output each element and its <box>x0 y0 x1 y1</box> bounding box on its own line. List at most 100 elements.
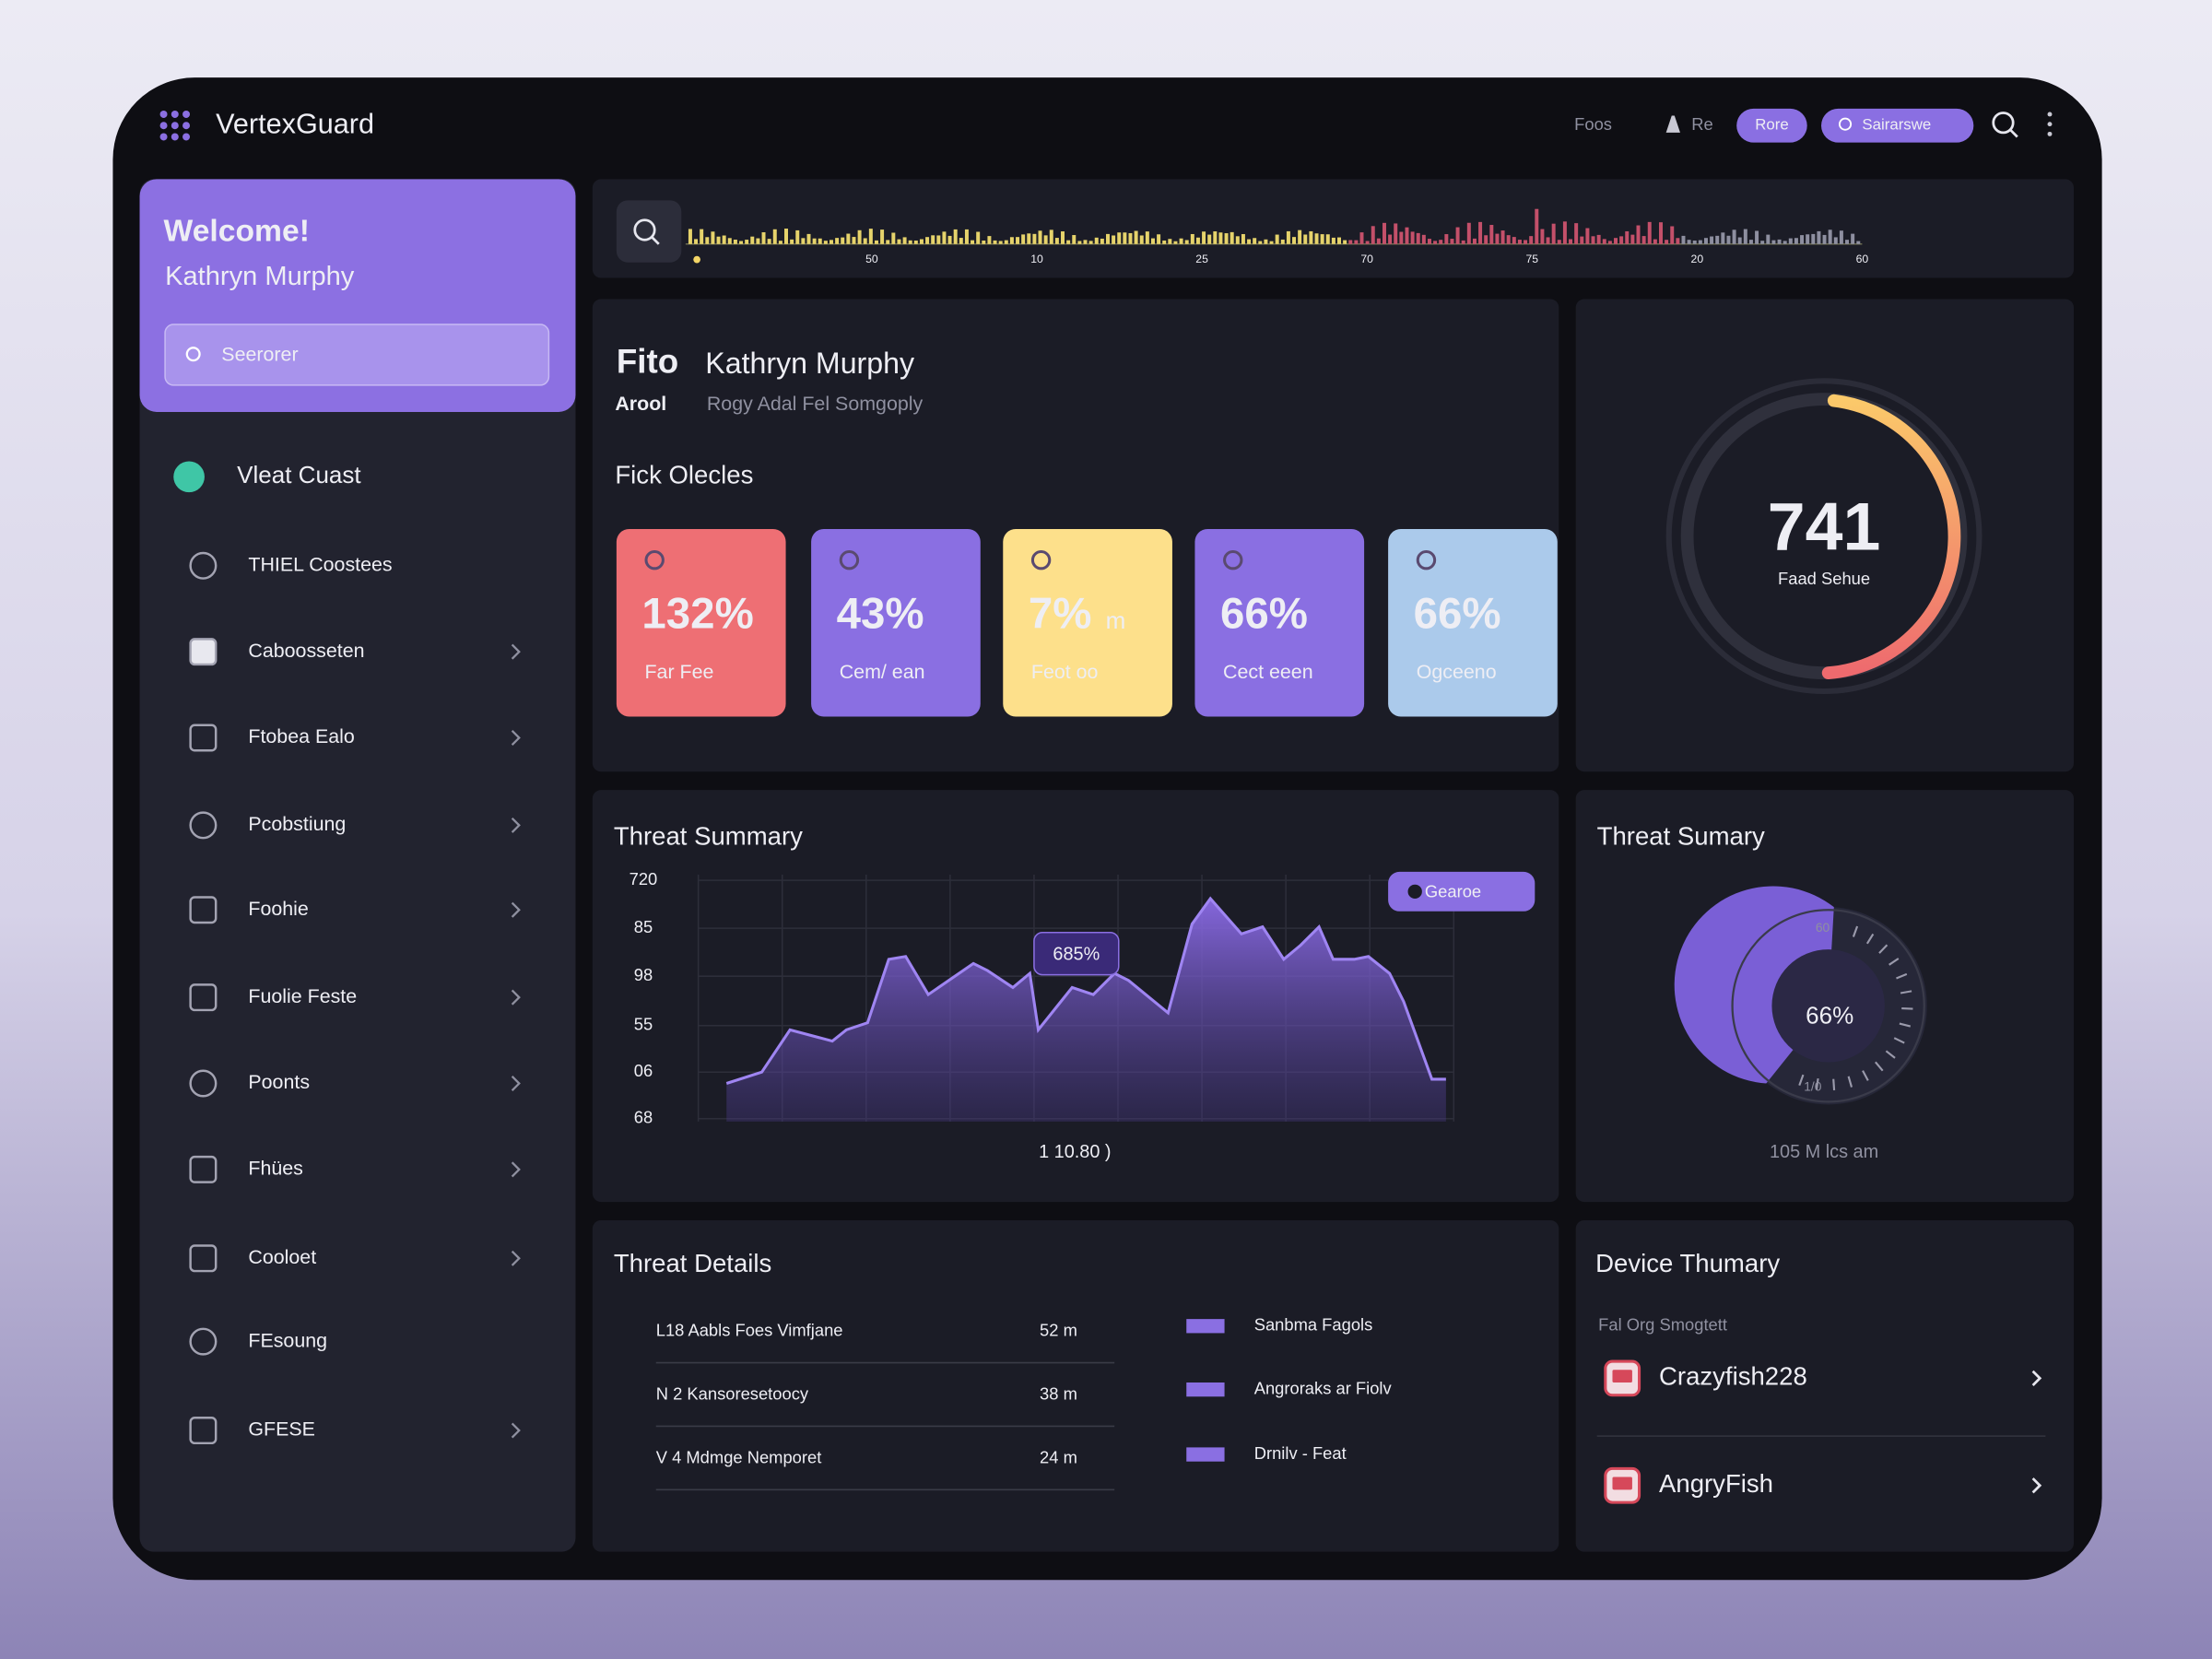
timeline-bar <box>1839 230 1843 244</box>
timeline-bar <box>1359 232 1364 244</box>
card-label: Cem/ ean <box>840 661 925 683</box>
timeline-bar <box>868 229 873 244</box>
pill-label[interactable]: Rore <box>1755 116 1788 134</box>
pill-label[interactable]: Sairarswe <box>1862 116 1931 134</box>
timeline-bar <box>846 233 851 244</box>
timeline-tick: 75 <box>1525 253 1538 265</box>
search-icon-handle <box>2009 128 2018 138</box>
timeline-bar <box>1162 240 1167 244</box>
pill-button[interactable] <box>1821 108 1974 143</box>
ring-tick <box>1888 958 1900 966</box>
donut-ticks <box>1731 909 1925 1103</box>
sidebar-item[interactable]: THIEL Coostees <box>248 553 392 575</box>
timeline-bar <box>1094 237 1099 244</box>
timeline-bar <box>1027 233 1031 244</box>
ring-tick <box>1899 1022 1912 1028</box>
timeline-bar <box>1083 240 1088 244</box>
sidebar-search[interactable] <box>164 324 550 386</box>
timeline-bar <box>1331 237 1335 244</box>
chevron <box>2031 1477 2042 1494</box>
sidebar-item[interactable]: Foohie <box>248 898 308 920</box>
pill-button[interactable] <box>1736 108 1807 143</box>
timeline-bar <box>1117 232 1122 244</box>
chart-badge[interactable] <box>1388 871 1535 912</box>
sidebar-item[interactable]: Fhües <box>248 1158 303 1180</box>
timeline-bar <box>897 239 901 244</box>
details-table: L18 Aabls Foes Vimfjane 52 m N 2 Kansorese… <box>656 1315 1392 1491</box>
timeline-bar <box>1495 233 1500 244</box>
timeline-bar <box>1641 236 1646 244</box>
chevron <box>2031 1370 2042 1387</box>
chevron <box>511 643 521 660</box>
timeline-bar <box>1405 227 1409 244</box>
timeline-bar <box>1478 221 1483 244</box>
timeline-bar <box>1580 236 1584 244</box>
timeline-bar <box>739 241 744 244</box>
y-tick-label: 98 <box>634 965 653 984</box>
timeline-bar <box>1106 233 1110 244</box>
timeline-bar <box>1676 238 1680 244</box>
card-value: 66% <box>1414 589 1501 638</box>
timeline-search[interactable] <box>616 200 682 263</box>
timeline-bar <box>953 229 958 244</box>
metric-card[interactable] <box>616 528 786 717</box>
timeline-bar <box>1721 232 1725 244</box>
timeline-bar <box>1760 241 1765 244</box>
legend-label: Drnilv - Feat <box>1254 1443 1347 1463</box>
sidebar-item[interactable]: Caboosseten <box>248 640 364 662</box>
timeline-bars: 50 10 25 70 75 20 60 <box>685 208 1869 265</box>
sidebar-item[interactable]: Poonts <box>248 1071 310 1093</box>
legend-swatch <box>1186 1319 1225 1334</box>
timeline-bar <box>705 237 710 244</box>
metric-card[interactable] <box>811 528 981 717</box>
timeline-bar <box>1726 235 1731 244</box>
sidebar-item[interactable]: Pcobstiung <box>248 813 346 835</box>
timeline-bar <box>1665 240 1669 244</box>
sidebar-item[interactable]: Cooloet <box>248 1246 316 1268</box>
timeline-bar <box>1766 234 1771 244</box>
timeline-tick: 50 <box>865 253 878 265</box>
badge-label[interactable]: Gearoe <box>1425 882 1481 901</box>
timeline-bar <box>1213 231 1218 244</box>
score-value: 741 <box>1768 488 1881 564</box>
item-icon <box>189 1327 218 1356</box>
timeline-bar <box>1049 229 1053 244</box>
timeline-bar <box>1670 226 1675 244</box>
gauge-outer-ring <box>1665 378 1983 695</box>
card-label: Feot oo <box>1031 661 1099 683</box>
card-value: 7% <box>1029 589 1092 638</box>
timeline-bar <box>1337 237 1341 244</box>
timeline-bar <box>1806 234 1810 244</box>
timeline-bar <box>1218 232 1223 244</box>
score-label: Faad Sehue <box>1778 569 1870 588</box>
sidebar-item[interactable]: Fuolie Feste <box>248 985 357 1007</box>
nav-link[interactable]: Foos <box>1574 114 1612 134</box>
timeline-tick: 60 <box>1856 253 1869 265</box>
timeline-bar <box>1021 234 1026 244</box>
timeline-bar <box>886 240 890 244</box>
timeline-bar <box>1562 221 1567 244</box>
sidebar-item[interactable]: Ftobea Ealo <box>248 725 354 747</box>
timeline-bar <box>1230 231 1234 244</box>
brand-name: VertexGuard <box>216 108 374 139</box>
menu-dots[interactable] <box>2047 112 2053 136</box>
metric-card[interactable] <box>1194 528 1365 717</box>
timeline-tick: 70 <box>1360 253 1373 265</box>
sidebar-item[interactable]: FEsoung <box>248 1329 327 1351</box>
search-placeholder[interactable]: Seerorer <box>221 343 298 365</box>
device-name[interactable]: AngryFish <box>1659 1469 1773 1498</box>
ring-tick <box>1878 944 1888 954</box>
user-label[interactable]: Re <box>1691 114 1712 134</box>
timeline-bar <box>1088 241 1093 244</box>
timeline-bar <box>1269 241 1274 244</box>
search-icon[interactable] <box>1992 112 2015 135</box>
sidebar-item[interactable]: GFESE <box>248 1418 315 1441</box>
timeline-bar <box>863 238 867 244</box>
donut-core <box>1771 949 1885 1063</box>
ring-tick <box>1885 1050 1896 1059</box>
timeline-bar <box>1681 235 1686 244</box>
item-icon <box>189 1244 218 1273</box>
metric-card[interactable] <box>1003 528 1172 717</box>
metric-card[interactable] <box>1388 528 1558 717</box>
device-name[interactable]: Crazyfish228 <box>1659 1362 1807 1391</box>
